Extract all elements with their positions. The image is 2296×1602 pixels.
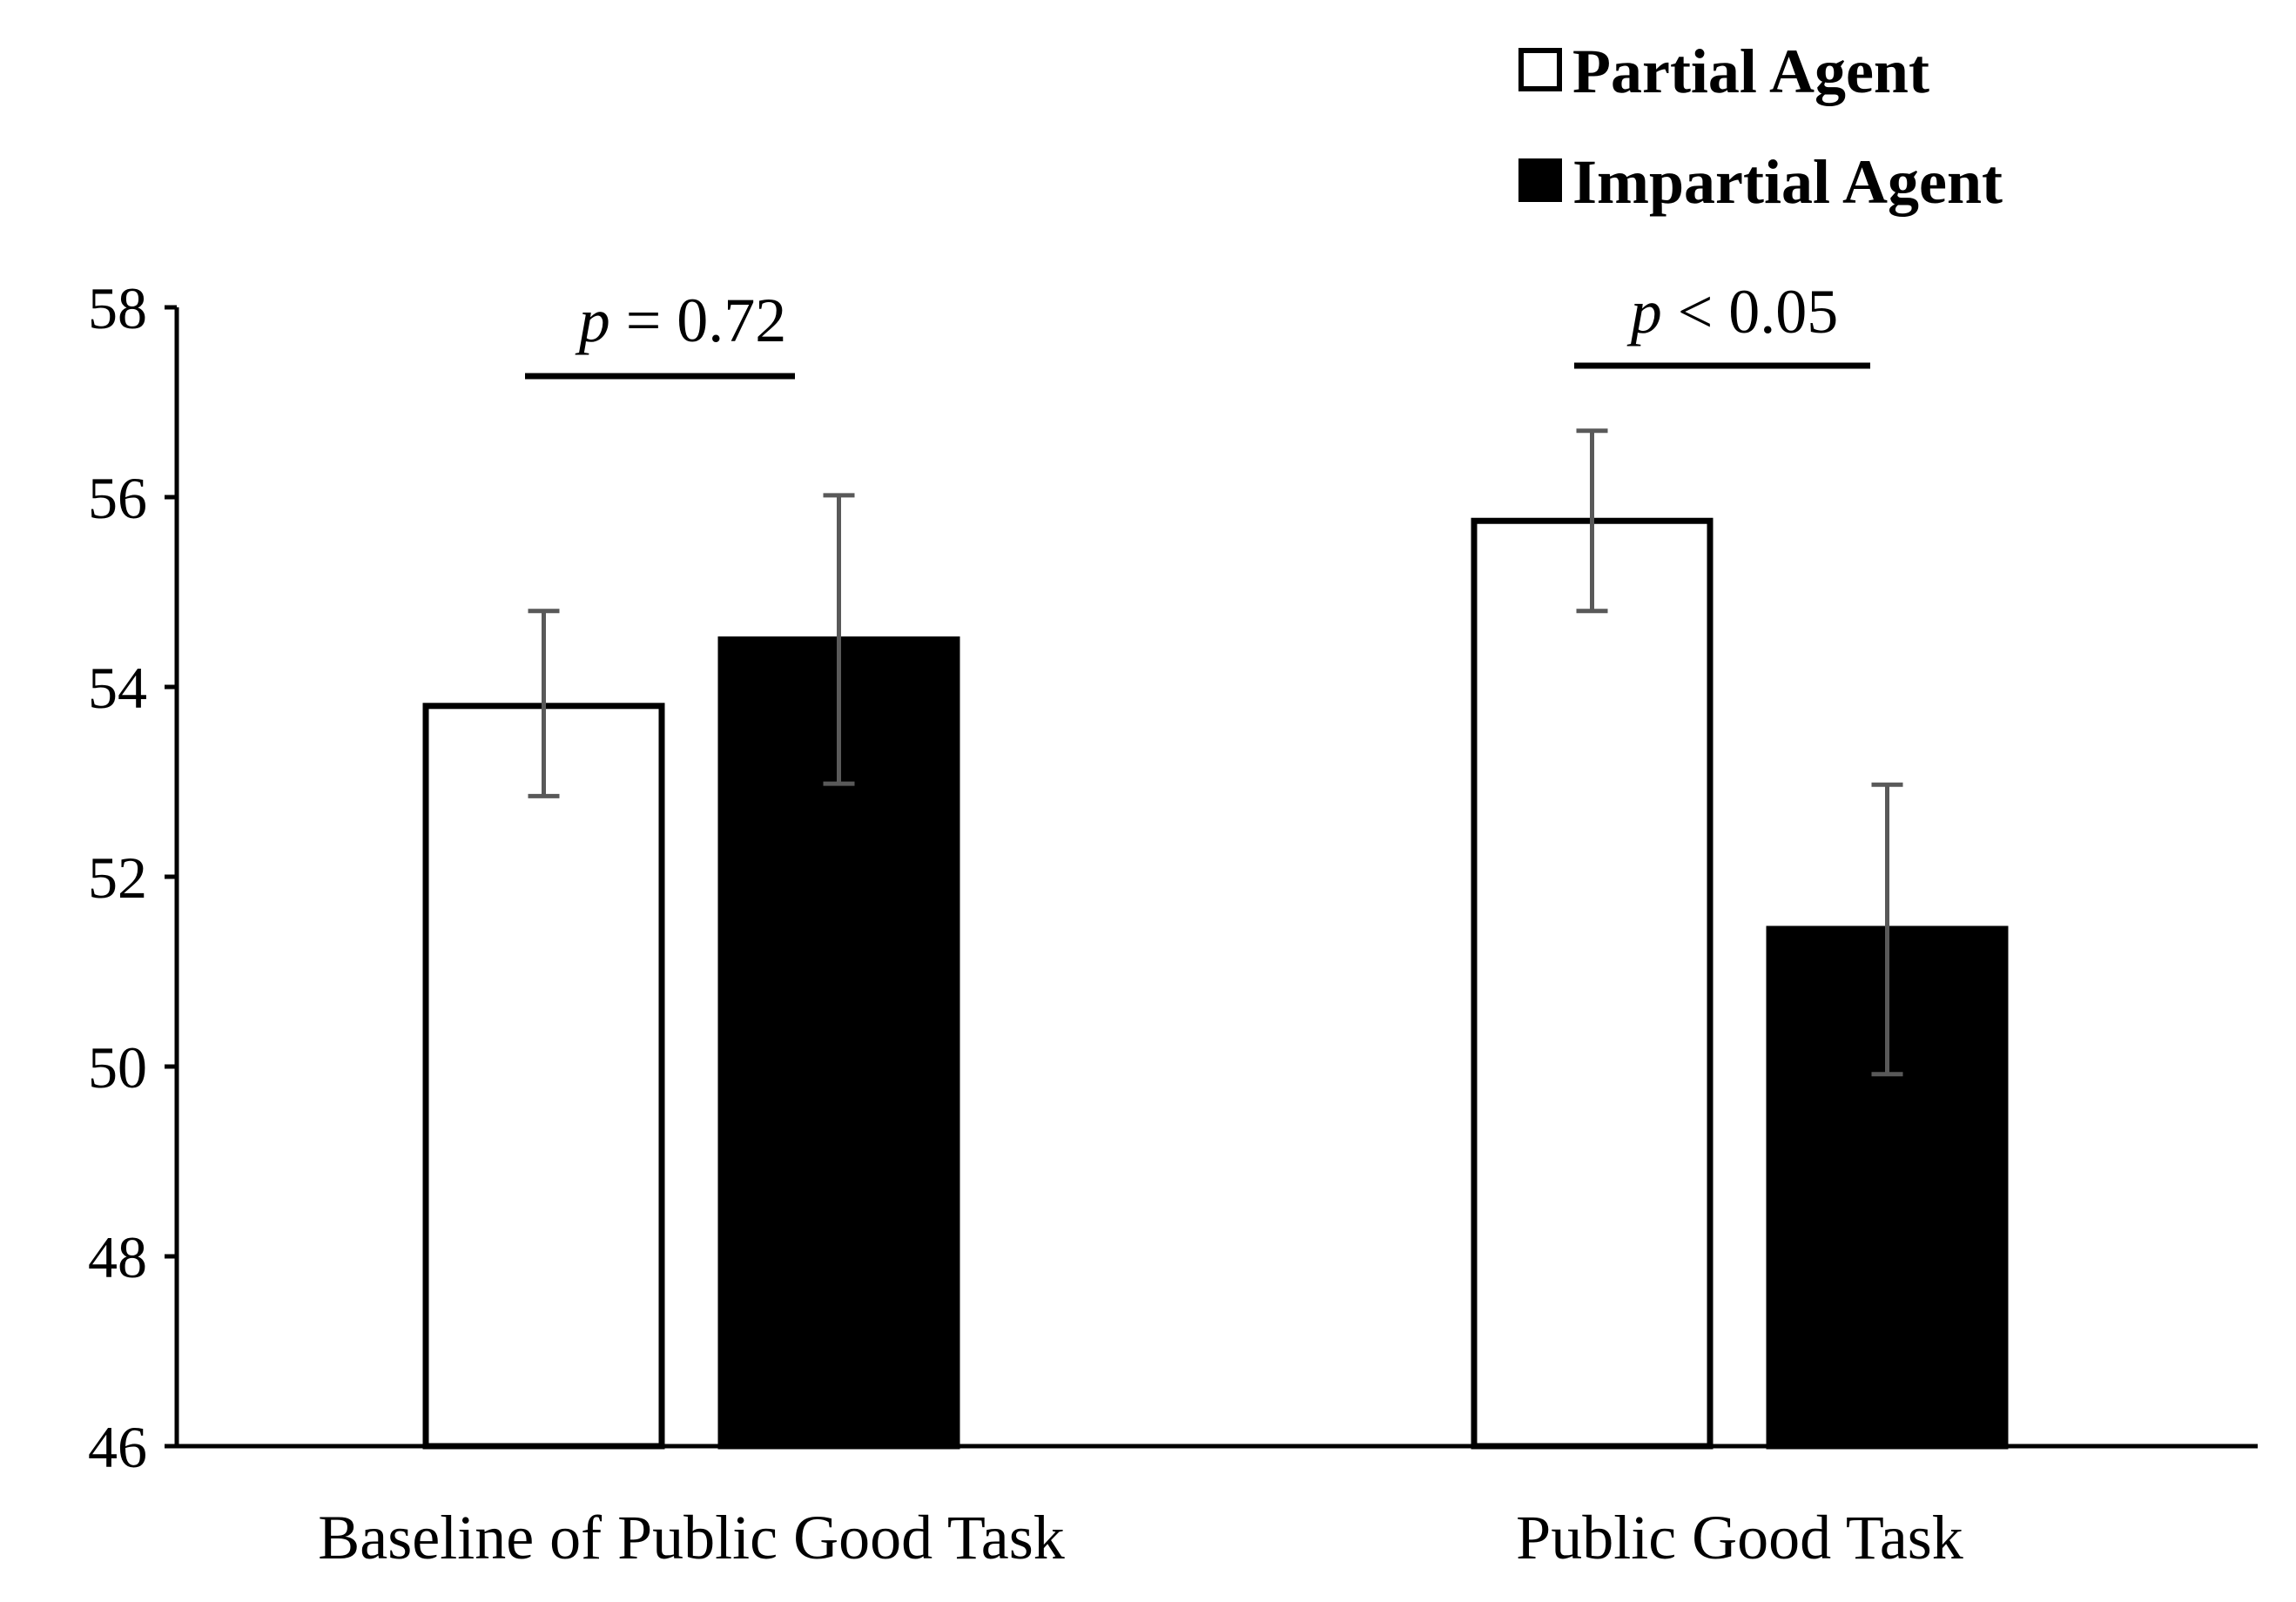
y-tick-label: 46 xyxy=(88,1414,147,1480)
y-tick-label: 48 xyxy=(88,1224,147,1290)
legend: Partial Agent Impartial Agent xyxy=(1518,37,2003,217)
y-axis-ticks: 46 48 50 52 54 56 58 xyxy=(88,275,177,1480)
y-tick-label: 52 xyxy=(88,845,147,911)
x-category-label: Public Good Task xyxy=(1516,1503,1963,1572)
x-axis-labels: Baseline of Public Good Task Public Good … xyxy=(318,1503,1963,1572)
significance-label: p = 0.72 xyxy=(575,286,787,355)
legend-swatch-impartial xyxy=(1518,158,1562,202)
y-tick-label: 54 xyxy=(88,655,147,721)
legend-label: Impartial Agent xyxy=(1572,147,2003,217)
bar-partial-1 xyxy=(1471,517,1714,1450)
p-value: < 0.05 xyxy=(1662,277,1839,347)
error-bars xyxy=(528,428,1903,1077)
y-tick-label: 58 xyxy=(88,275,147,341)
legend-swatch-partial xyxy=(1518,48,1562,91)
y-tick-label: 50 xyxy=(88,1034,147,1101)
p-symbol: p xyxy=(575,286,610,355)
x-category-label: Baseline of Public Good Task xyxy=(318,1503,1065,1572)
significance-annotations: p = 0.72 p < 0.05 xyxy=(525,277,1870,380)
p-symbol: p xyxy=(1626,277,1662,347)
axes xyxy=(174,307,2258,1449)
p-value: = 0.72 xyxy=(610,286,787,355)
bars xyxy=(422,517,2009,1450)
y-tick-label: 56 xyxy=(88,465,147,531)
bar-partial-0 xyxy=(422,703,665,1450)
significance-label: p < 0.05 xyxy=(1626,277,1839,347)
legend-label: Partial Agent xyxy=(1572,37,1929,106)
